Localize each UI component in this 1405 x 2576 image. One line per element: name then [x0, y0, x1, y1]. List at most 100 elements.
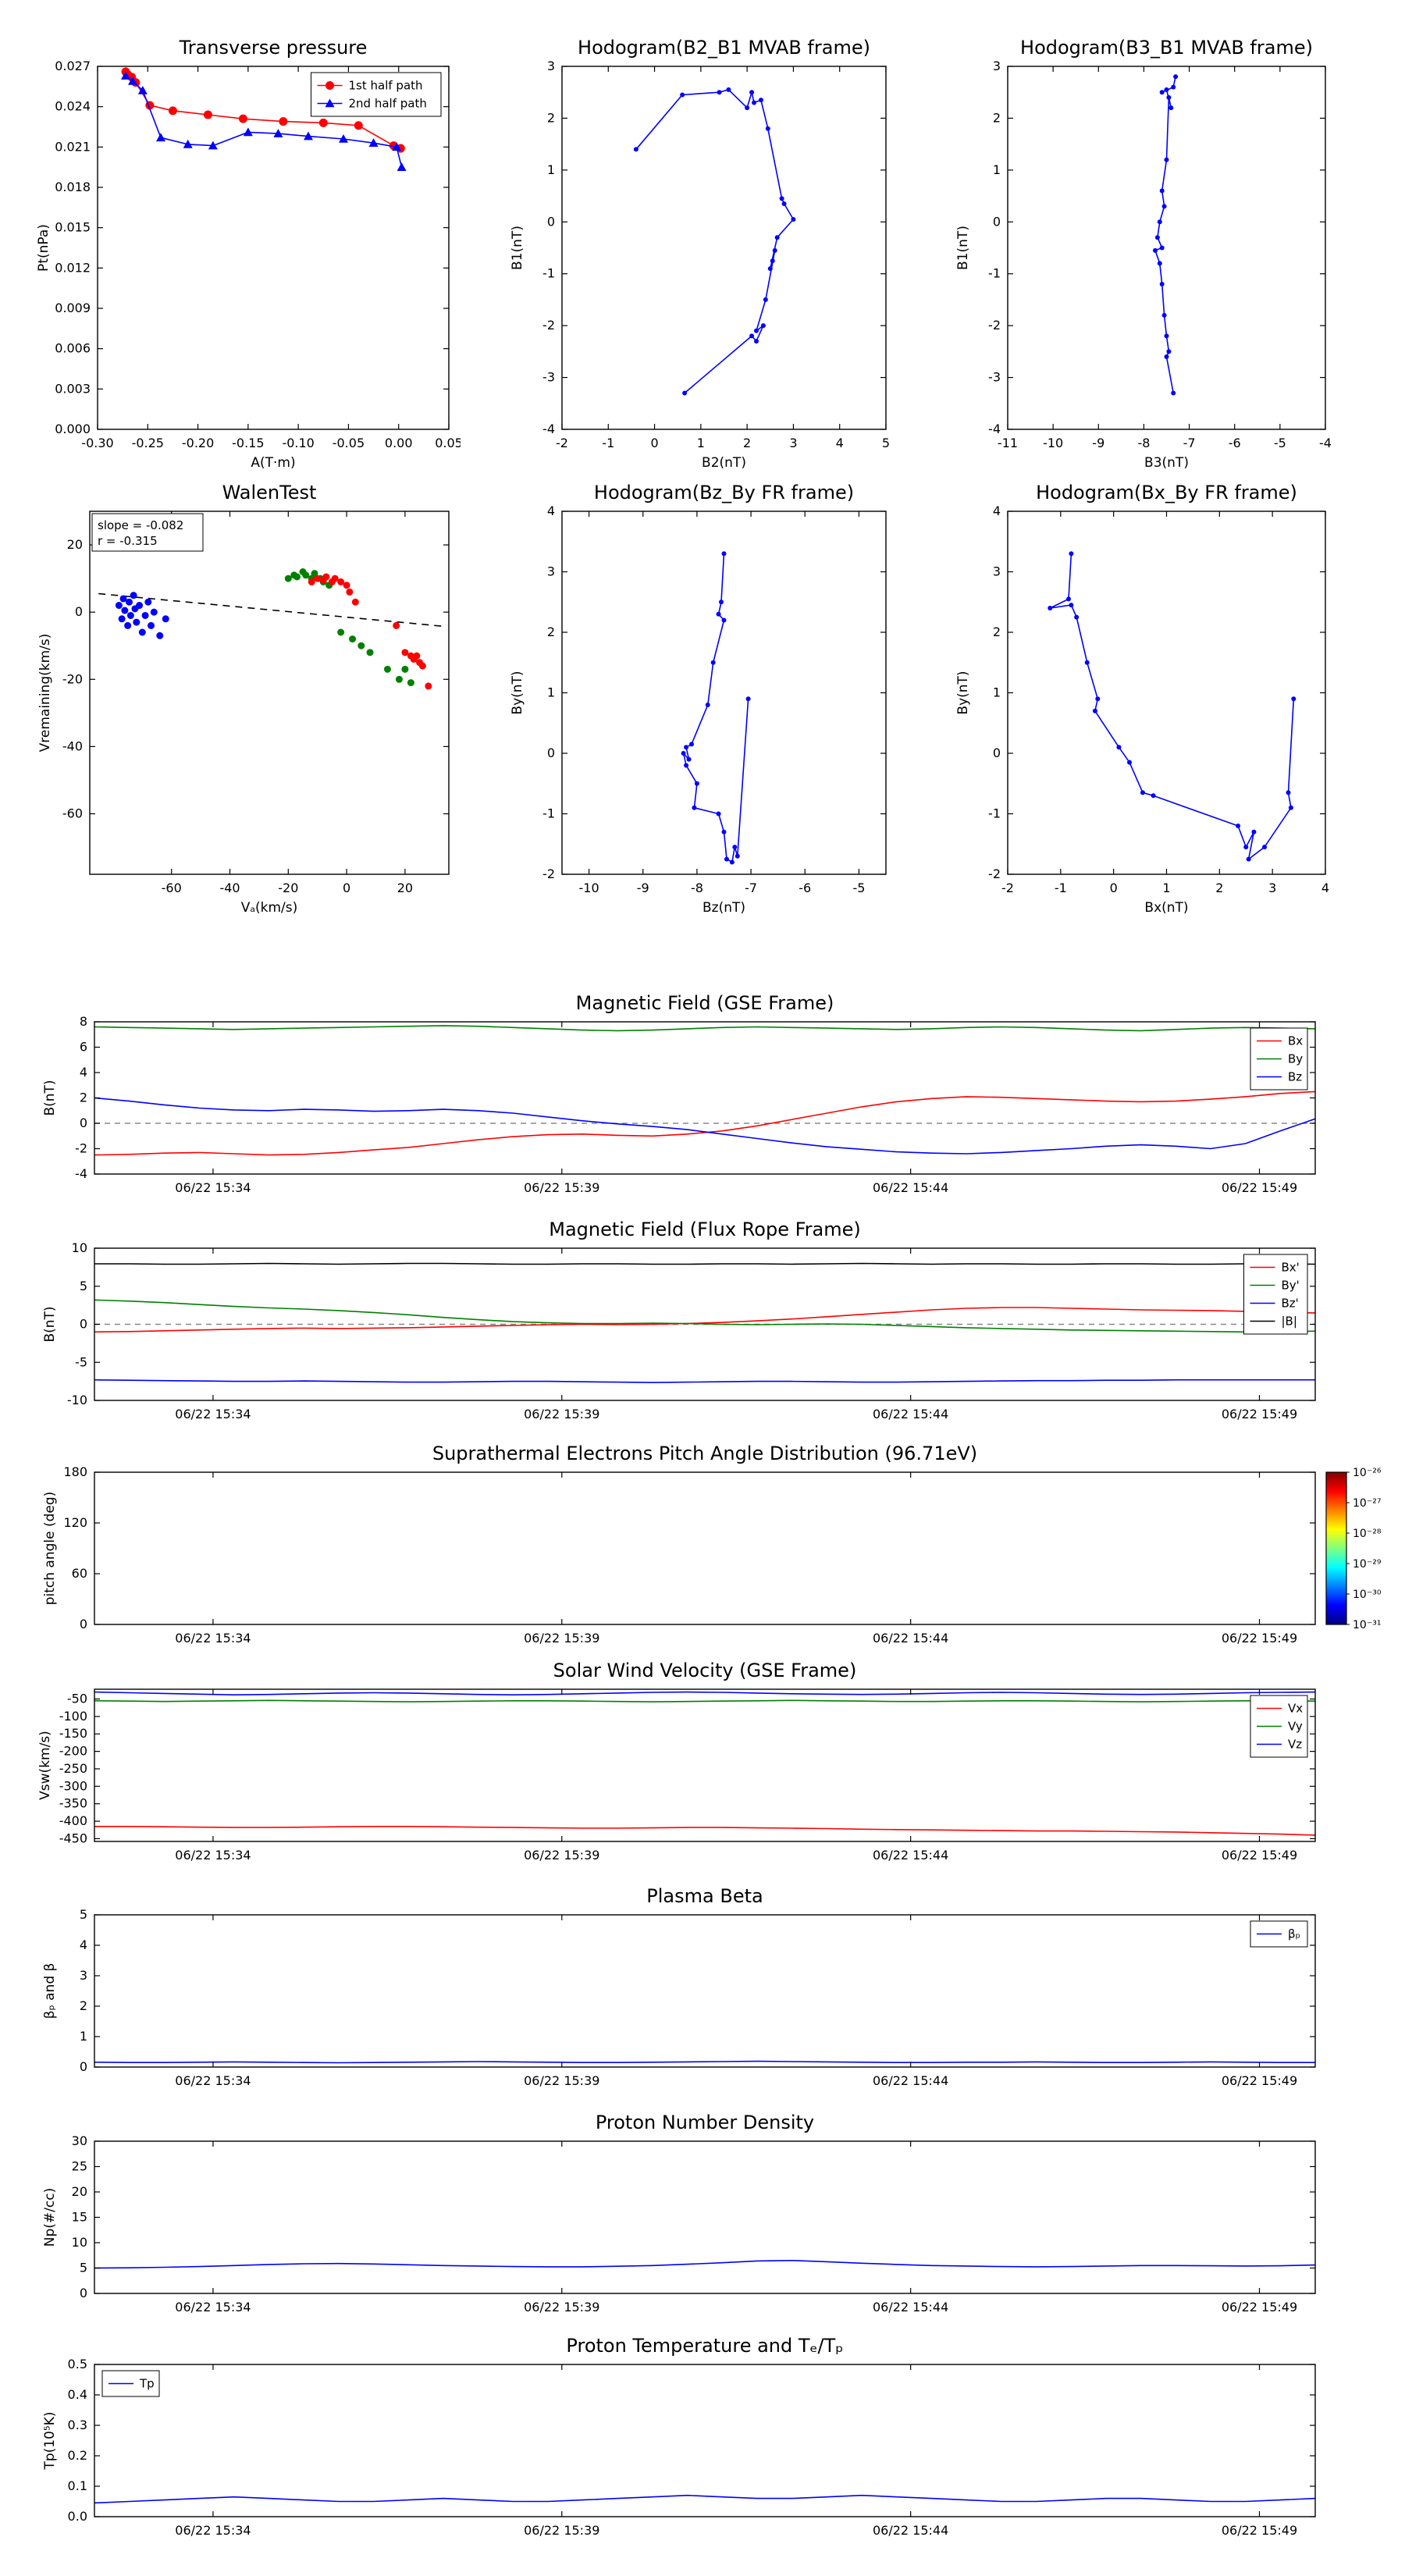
chart-title: Hodogram(Bx_By FR frame)	[1036, 482, 1297, 503]
x-tick-label: -60	[162, 881, 182, 895]
x-tick-label: -10	[1043, 436, 1063, 450]
y-tick-label: 2	[80, 1091, 87, 1105]
y-tick-label: 10	[72, 1240, 87, 1255]
y-tick-label: 0.3	[68, 2418, 87, 2432]
y-tick-label: -2	[542, 318, 555, 333]
y-tick-label: 1	[993, 162, 1001, 177]
legend-label: Vz	[1288, 1738, 1302, 1752]
x-tick-label: 0.00	[385, 436, 413, 450]
x-tick-label: 3	[789, 436, 797, 450]
y-tick-label: 2	[993, 624, 1001, 639]
x-tick-label: 06/22 15:34	[175, 1407, 251, 1421]
y-tick-label: 0	[80, 2286, 87, 2300]
legend-label: Vy	[1288, 1720, 1303, 1734]
plot-hodogram-bz-by: -10 -9 -8 -7 -6 -5 -2 -1 0 1 2 3 4 Hodogram(Bz_By FR …	[503, 476, 898, 917]
y-tick-label: 0	[80, 1617, 87, 1631]
y-tick-label: 0.024	[55, 99, 91, 114]
plot-electron-pad: 06/22 15:34 06/22 15:39 06/22 15:44 06/22 1…	[36, 1437, 1405, 1656]
y-tick-label: 0.027	[55, 59, 91, 73]
y-tick-label: 3	[80, 1968, 87, 1983]
y-tick-label: 1	[993, 685, 1001, 700]
x-tick-label: 1	[1162, 881, 1170, 895]
x-tick-label: 06/22 15:49	[1222, 1631, 1297, 1646]
y-tick-label: 2	[993, 110, 1001, 125]
x-tick-label: 06/22 15:49	[1222, 2523, 1297, 2538]
x-tick-label: 06/22 15:39	[524, 1180, 599, 1195]
y-tick-label: 0	[547, 214, 555, 229]
y-tick-label: 3	[993, 564, 1001, 579]
chart-title: Proton Temperature and Tₑ/Tₚ	[566, 2335, 843, 2357]
y-tick-label: 0.000	[55, 422, 91, 436]
y-tick-label: -3	[542, 370, 555, 385]
legend-label: |B|	[1282, 1315, 1297, 1329]
plot-proton-temperature: 06/22 15:34 06/22 15:39 06/22 15:44 06/22 1…	[36, 2329, 1327, 2548]
y-tick-label: 60	[72, 1566, 87, 1581]
y-tick-label: 0	[993, 745, 1001, 760]
plot-proton-density: 06/22 15:34 06/22 15:39 06/22 15:44 06/22 1…	[36, 2106, 1327, 2325]
y-tick-label: -2	[988, 318, 1001, 333]
x-tick-label: 2	[1215, 881, 1223, 895]
x-axis-label: B3(nT)	[1144, 455, 1189, 471]
x-tick-label: -8	[1137, 436, 1150, 450]
y-tick-label: -1	[988, 806, 1001, 821]
x-tick-label: 06/22 15:39	[524, 1631, 599, 1646]
chart-canvas: 06/22 15:34 06/22 15:39 06/22 15:44 06/22 1…	[42, 992, 1316, 1195]
x-tick-label: 0.05	[435, 436, 461, 450]
x-tick-label: 5	[882, 436, 890, 450]
chart-title: Hodogram(Bz_By FR frame)	[594, 482, 854, 503]
y-tick-label: 0.003	[55, 381, 91, 396]
chart-title: Transverse pressure	[179, 37, 368, 59]
y-tick-label: 3	[547, 564, 555, 579]
x-tick-label: -4	[1319, 436, 1332, 450]
x-tick-label: 06/22 15:44	[873, 1407, 948, 1421]
y-tick-label: 0.021	[55, 139, 91, 154]
y-tick-label: -1	[542, 266, 555, 281]
y-tick-label: -400	[59, 1813, 87, 1828]
y-axis-label: Pt(nPa)	[36, 224, 52, 272]
y-tick-label: 0.009	[55, 301, 91, 315]
y-axis-label: Vremaining(km/s)	[37, 634, 53, 753]
y-tick-label: 0	[80, 2059, 87, 2074]
x-tick-label: 06/22 15:49	[1222, 1848, 1297, 1863]
y-tick-label: 3	[993, 59, 1001, 73]
x-tick-label: 06/22 15:44	[873, 2073, 948, 2088]
y-tick-label: -200	[59, 1744, 87, 1759]
y-tick-label: 25	[72, 2159, 87, 2174]
chart-canvas: -60 -40 -20 0 20 -60 -40 -20 0 20 WalenTest Vₐ(km/s…	[37, 482, 450, 916]
x-tick-label: -8	[691, 881, 703, 895]
chart-canvas: 06/22 15:34 06/22 15:39 06/22 15:44 06/22 1…	[42, 2112, 1316, 2314]
x-tick-label: 0	[650, 436, 658, 450]
x-tick-label: -10	[579, 881, 599, 895]
y-tick-label: 8	[80, 1014, 87, 1029]
chart-title: Proton Number Density	[596, 2112, 814, 2133]
legend-label: 1st half path	[349, 79, 423, 93]
chart-canvas: -11 -10 -9 -8 -7 -6 -5 -4-4-3-2-10123Hodogram(B…	[955, 37, 1332, 471]
chart-canvas: 06/22 15:34 06/22 15:39 06/22 15:44 06/22 1…	[42, 2335, 1316, 2538]
x-tick-label: 06/22 15:44	[873, 1180, 948, 1195]
x-tick-label: -0.10	[282, 436, 314, 450]
y-tick-label: 0	[547, 745, 555, 760]
y-tick-label: 4	[547, 503, 555, 518]
y-tick-label: 0.5	[68, 2357, 87, 2371]
x-tick-label: -0.25	[132, 436, 164, 450]
plot-hodogram-bx-by: -2 -1 0 1 2 3 4 -2 -1 0 1 2 3 4 Hodogram(Bx_By FR fram…	[949, 476, 1337, 917]
x-tick-label: 06/22 15:39	[524, 2300, 599, 2314]
x-tick-label: 06/22 15:44	[873, 1631, 948, 1646]
legend-label: 2nd half path	[349, 97, 427, 111]
x-tick-label: -1	[602, 436, 614, 450]
x-tick-label: -7	[745, 881, 757, 895]
chart-title: Magnetic Field (GSE Frame)	[576, 992, 834, 1014]
y-tick-label: 0	[993, 214, 1001, 229]
x-tick-label: -40	[219, 881, 240, 895]
x-axis-label: Vₐ(km/s)	[241, 900, 298, 916]
x-tick-label: -5	[852, 881, 865, 895]
y-axis-label: B(nT)	[42, 1080, 58, 1115]
legend-label: Bx	[1288, 1034, 1303, 1048]
x-tick-label: -9	[1092, 436, 1104, 450]
x-tick-label: 2	[743, 436, 751, 450]
y-tick-label: 120	[63, 1515, 87, 1530]
y-tick-label: -450	[59, 1831, 87, 1845]
plot-magnetic-field-fr: 06/22 15:34 06/22 15:39 06/22 15:44 06/22 1…	[36, 1213, 1327, 1432]
y-tick-label: -3	[988, 370, 1001, 385]
